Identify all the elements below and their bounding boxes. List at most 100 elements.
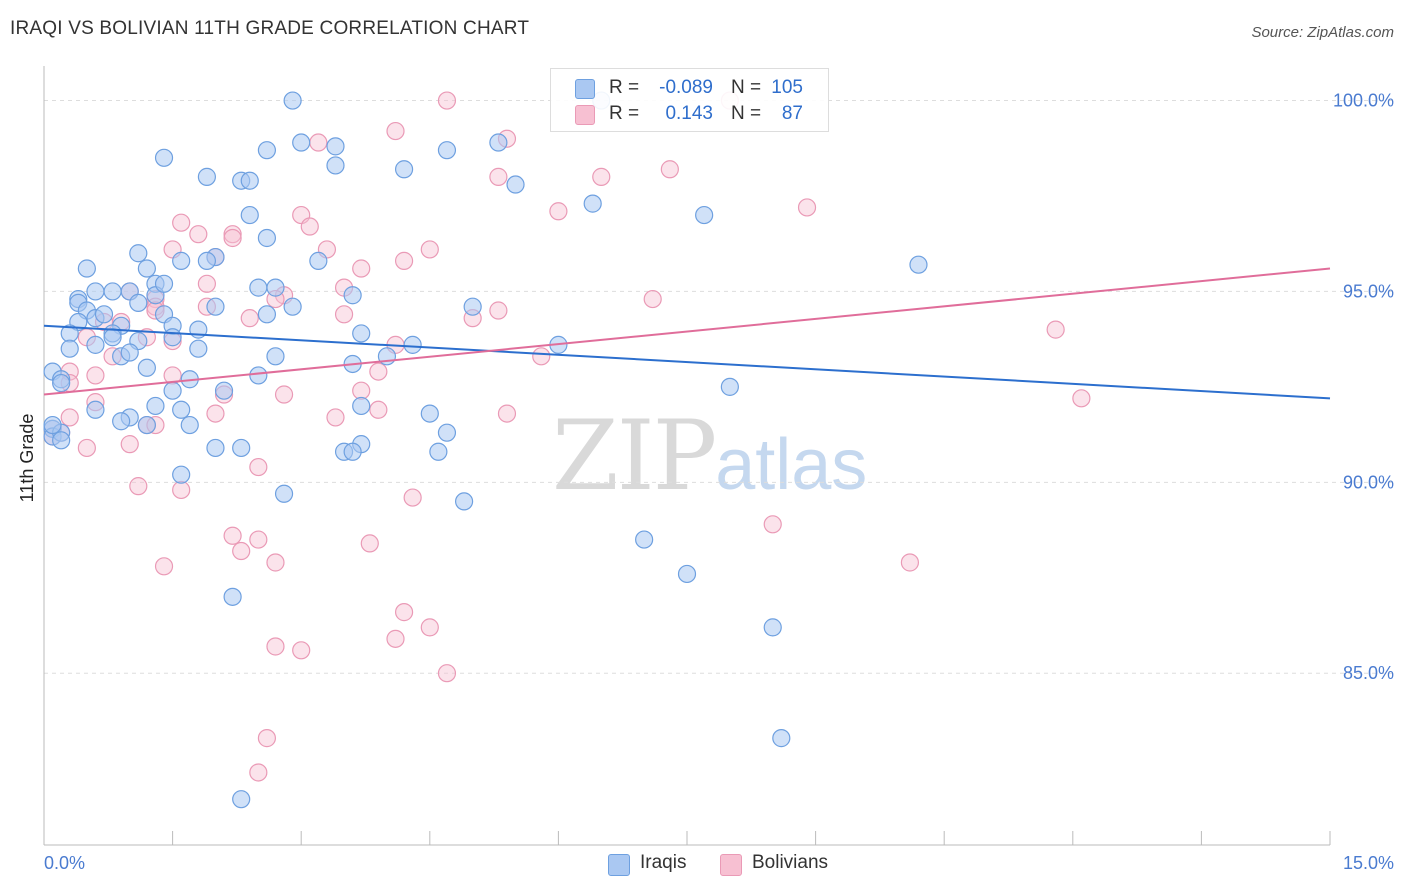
bolivian-point (249, 457, 268, 477)
iraqi-point (137, 259, 156, 278)
bolivian-point (172, 213, 191, 232)
iraqi-point (249, 278, 268, 297)
bolivian-point (86, 366, 105, 385)
iraqi-point (240, 205, 259, 225)
bolivian-point (249, 763, 268, 782)
iraqi-point (120, 343, 139, 362)
iraqi-point (266, 278, 285, 297)
bolivian-point (240, 309, 259, 328)
iraqi-trend-line (43, 324, 1331, 400)
y-axis-title: 11th Grade (17, 414, 37, 503)
y-tick-label: 95.0% (1343, 281, 1394, 301)
bolivian-point (172, 480, 191, 500)
iraqi-point (635, 530, 654, 549)
bolivian-point (360, 534, 379, 553)
iraqi-point (240, 171, 259, 190)
bolivian-point (292, 641, 311, 660)
iraqi-point (506, 175, 525, 194)
y-tick-label: 85.0% (1343, 663, 1394, 683)
bolivian-point (300, 217, 319, 236)
iraqi-point (403, 335, 422, 354)
legend-r-label: R = (609, 77, 640, 98)
iraqi-point (257, 228, 277, 248)
iraqi-point (394, 160, 414, 179)
bolivian-point (120, 435, 139, 454)
bolivian-point (129, 477, 148, 496)
x-tick-label: 15.0% (1343, 853, 1394, 873)
bolivian-point (197, 274, 216, 293)
bolivian-point (532, 347, 551, 366)
bolivian-point (394, 251, 414, 270)
bolivian-point (154, 557, 174, 576)
series-legend: Iraqis Bolivians (0, 852, 1406, 878)
source-credit: Source: ZipAtlas.com (1251, 24, 1394, 41)
bolivian-point (900, 553, 920, 572)
iraqi-point (172, 465, 191, 484)
iraqi-point (146, 396, 165, 416)
bolivian-point (352, 381, 371, 400)
iraqi-point (309, 251, 328, 270)
legend-n-value: 105 (771, 77, 803, 98)
bolivian-point (266, 637, 285, 656)
bolivian-point (386, 121, 405, 141)
bolivian-point (394, 603, 414, 622)
iraqi-point (232, 438, 251, 458)
iraqi-point (189, 339, 208, 358)
y-tick-label: 90.0% (1343, 472, 1394, 492)
iraqi-point (163, 381, 182, 400)
bolivian-point (1072, 389, 1091, 408)
bolivian-point (60, 408, 79, 427)
iraqi-point (86, 282, 105, 301)
iraqi-point (60, 339, 79, 358)
iraqi-point (172, 400, 191, 419)
iraqi-point (352, 396, 371, 416)
bolivian-point (420, 240, 439, 259)
iraqi-point (154, 148, 174, 167)
iraqi-point (326, 137, 345, 156)
legend-n-value: 87 (781, 103, 803, 124)
iraqi-point (86, 400, 105, 419)
iraqi-point (137, 358, 156, 377)
iraqi-point (343, 442, 362, 461)
iraqi-point (77, 259, 96, 278)
bolivian-point (369, 400, 388, 419)
iraqi-point (274, 484, 294, 503)
iraqi-point (326, 156, 345, 175)
iraqi-point (420, 404, 439, 423)
legend-swatch-bolivians (575, 105, 595, 125)
iraqi-point (103, 328, 122, 347)
bolivian-point (369, 362, 388, 381)
legend-n-label: N = (731, 103, 762, 124)
bolivian-point (763, 515, 782, 534)
legend-n-label: N = (731, 77, 762, 98)
watermark-zip: ZIP (552, 400, 717, 512)
watermark-atlas: atlas (715, 425, 868, 505)
bolivian-point (223, 228, 242, 248)
bolivian-point (206, 404, 225, 423)
trend-lines (43, 267, 1331, 400)
iraqi-point (429, 442, 448, 461)
legend-r-value: -0.089 (659, 77, 713, 98)
iraqi-point (197, 167, 216, 186)
bolivian-point (643, 289, 662, 309)
iraqi-point (223, 587, 242, 606)
iraqi-point (180, 415, 199, 435)
tick-labels: 85.0% 90.0% 95.0% 100.0% 0.0% 15.0% 11th Grade (17, 91, 1394, 873)
iraqi-point (763, 618, 782, 637)
iraqi-point (214, 381, 234, 400)
bolivian-point (334, 305, 354, 324)
bolivian-point (437, 664, 457, 683)
iraqi-point (137, 415, 156, 435)
bolivian-point (489, 167, 508, 186)
watermark: ZIPatlas (552, 400, 867, 512)
iraqi-point (283, 91, 302, 110)
bolivian-point (437, 91, 457, 110)
series-label-iraqis: Iraqis (640, 852, 687, 873)
bolivian-point (309, 133, 328, 152)
series-swatch-bolivians (720, 854, 742, 876)
bolivian-point (189, 225, 208, 244)
iraqi-point (154, 274, 174, 293)
iraqi-point (454, 492, 474, 511)
bolivian-point (223, 526, 242, 545)
iraqi-point (257, 141, 277, 160)
